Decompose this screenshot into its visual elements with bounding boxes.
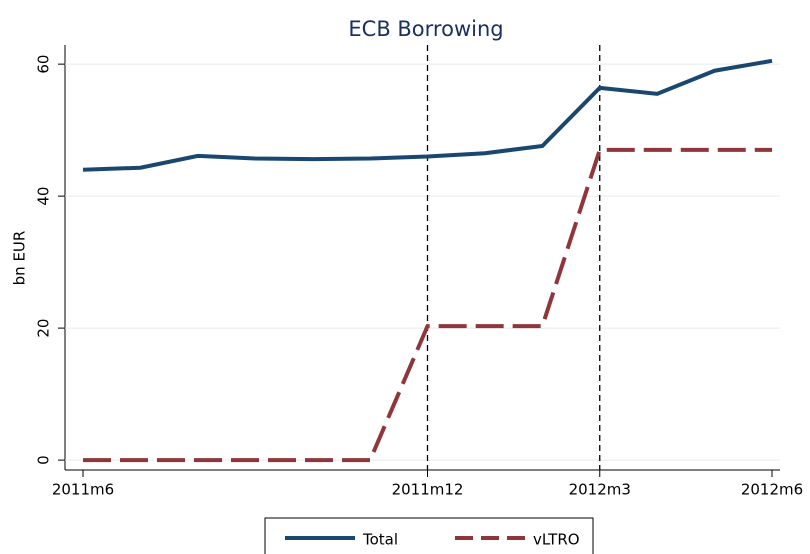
y-tick-label: 60	[35, 55, 53, 74]
chart-title: ECB Borrowing	[348, 17, 503, 41]
y-tick-label: 40	[35, 187, 53, 206]
x-tick-label: 2011m12	[392, 481, 464, 499]
y-tick-label: 20	[35, 319, 53, 338]
legend-label: Total	[362, 531, 398, 549]
x-tick-label: 2012m3	[569, 481, 631, 499]
y-tick-label: 0	[35, 455, 53, 465]
y-axis-label: bn EUR	[11, 231, 29, 286]
legend-label: vLTRO	[533, 531, 580, 549]
data-line	[83, 147, 772, 463]
data-line	[82, 58, 773, 172]
x-tick-label: 2011m6	[52, 481, 114, 499]
x-tick-label: 2012m6	[741, 481, 803, 499]
